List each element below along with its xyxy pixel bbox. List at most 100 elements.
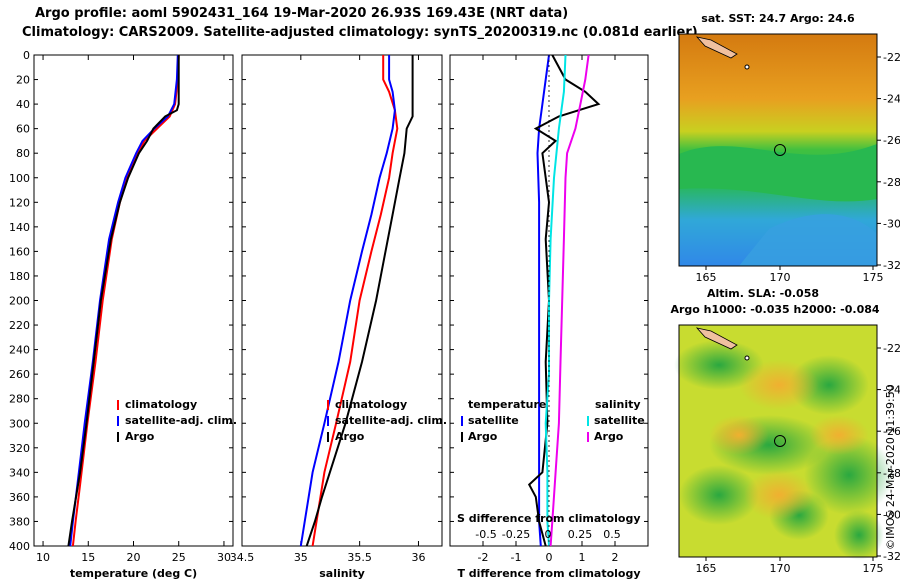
- sla-low-patch: [834, 510, 884, 560]
- sla-high-patch: [744, 470, 814, 520]
- y-tick-label: 260: [9, 368, 30, 381]
- x-tick-label: 0: [546, 551, 553, 564]
- panel-frame: [241, 54, 443, 547]
- y-tick-label: 220: [9, 319, 30, 332]
- map-y-label: -32: [883, 550, 900, 563]
- series-climatology: [311, 55, 399, 547]
- series-satellite-adj-clim-: [69, 54, 179, 547]
- map-x-label: 175: [863, 271, 884, 284]
- map-y-label: -30: [883, 217, 900, 230]
- maps-layer: sat. SST: 24.7 Argo: 24.6 165 170 175 -22 -24…: [670, 12, 900, 575]
- series-climatology: [71, 54, 180, 547]
- map-y-label: -32: [883, 259, 900, 272]
- float-location-marker: [774, 435, 786, 447]
- y-tick-label: 140: [9, 221, 30, 234]
- series-argo: [305, 55, 414, 547]
- x-tick-label: 15: [81, 551, 95, 564]
- y-tick-label: 380: [9, 515, 30, 528]
- x-axis-label: T difference from climatology: [457, 567, 640, 580]
- island-shape: [695, 327, 738, 350]
- x2-tick-label: 0: [545, 528, 552, 541]
- x-tick-label: 25: [172, 551, 186, 564]
- x-axis-label: salinity: [319, 567, 365, 580]
- legend-sal-title: salinity: [595, 398, 641, 411]
- legend-label: satellite-adj. clim.: [335, 414, 447, 427]
- y-tick-label: 340: [9, 466, 30, 479]
- legend-label: Argo: [125, 430, 155, 443]
- legend-label: satellite-adj. clim.: [125, 414, 237, 427]
- series-argo: [67, 55, 180, 547]
- map-y-label: -30: [883, 508, 900, 521]
- series-temperature-argo: [527, 54, 601, 547]
- map-sla: 165 170 175 -22 -24 -26 -28 -30 -32: [674, 324, 900, 575]
- map-y-label: -26: [883, 134, 900, 147]
- y-tick-label: 160: [9, 245, 30, 258]
- legend-temp-title: temperature: [468, 398, 546, 411]
- panel-temperature: 0 20 40 60 80 100 120 140 160 180 200 220 240 260 280 3…: [9, 49, 237, 580]
- map-frame: [678, 324, 878, 558]
- y-tick-label: 320: [9, 442, 30, 455]
- x-tick-label: -1: [511, 551, 522, 564]
- x-tick-label: -2: [478, 551, 489, 564]
- title-line-1: Argo profile: aoml 5902431_164 19-Mar-20…: [35, 6, 569, 21]
- x-axis-label: temperature (deg C): [70, 567, 197, 580]
- x2-tick-label: -0.5: [475, 528, 496, 541]
- sst-cool-patch: [739, 214, 877, 266]
- y-tick-label: 0: [23, 49, 30, 62]
- legend-temp-label: satellite: [468, 414, 519, 427]
- x-tick-label: 35: [294, 551, 308, 564]
- sst-warm-band: [679, 144, 877, 202]
- y-tick-label: 360: [9, 491, 30, 504]
- map-frame: [678, 33, 878, 267]
- y-tick-label: 280: [9, 393, 30, 406]
- legend-label: climatology: [335, 398, 407, 411]
- y-tick-label: 20: [16, 74, 30, 87]
- y-tick-label: 120: [9, 196, 30, 209]
- map-y-label: -24: [883, 93, 900, 106]
- map-y-label: -26: [883, 425, 900, 438]
- x2-axis-label: S difference from climatology: [457, 512, 641, 525]
- legend-sal-label: Argo: [594, 430, 624, 443]
- x-tick-label: 34.5: [230, 551, 255, 564]
- imos-stamp: ©IMOS 24-Mar-2020 11:39:50: [884, 384, 897, 550]
- sla-map-title: Altim. SLA: -0.058: [707, 287, 819, 300]
- y-tick-label: 200: [9, 295, 30, 308]
- map-x-label: 165: [696, 271, 717, 284]
- map-x-label: 170: [770, 271, 791, 284]
- sla-low-patch: [804, 435, 894, 515]
- y-tick-label: 180: [9, 270, 30, 283]
- x-tick-label: 1: [579, 551, 586, 564]
- legend-label: Argo: [335, 430, 365, 443]
- x-tick-label: 10: [36, 551, 50, 564]
- map-x-label: 175: [863, 562, 884, 575]
- series-satellite-adj-clim-: [299, 55, 396, 547]
- islet-marker: [744, 355, 750, 361]
- x-tick-label: 36: [411, 551, 425, 564]
- series-salinity-argo: [549, 54, 590, 547]
- map-sst: 165 170 175 -22 -24 -26 -28 -30 -32: [678, 33, 900, 284]
- sst-map-title: sat. SST: 24.7 Argo: 24.6: [701, 12, 855, 25]
- islet-marker: [744, 64, 750, 70]
- y-tick-label: 60: [16, 123, 30, 136]
- map-x-label: 170: [770, 562, 791, 575]
- y-tick-label: 40: [16, 98, 30, 111]
- sla-map-subtitle: Argo h1000: -0.035 h2000: -0.084: [670, 303, 879, 316]
- x2-tick-label: 0.5: [603, 528, 621, 541]
- legend-sal-label: satellite: [594, 414, 645, 427]
- series-temperature-satellite: [536, 54, 550, 547]
- map-x-label: 165: [696, 562, 717, 575]
- map-y-label: -28: [883, 467, 900, 480]
- y-tick-label: 240: [9, 344, 30, 357]
- sla-low-patch: [679, 465, 759, 525]
- map-y-label: -22: [883, 51, 900, 64]
- float-location-marker: [774, 144, 786, 156]
- sla-high-patch: [709, 415, 769, 455]
- map-y-label: -28: [883, 176, 900, 189]
- x-tick-label: 30: [217, 551, 231, 564]
- title-line-2: Climatology: CARS2009. Satellite-adjuste…: [22, 25, 698, 40]
- legend-label: climatology: [125, 398, 197, 411]
- x2-tick-label: -0.25: [502, 528, 530, 541]
- map-y-label: -24: [883, 384, 900, 397]
- panel-difference: -2 -1 0 1 2 T difference from climatology S di…: [449, 54, 649, 580]
